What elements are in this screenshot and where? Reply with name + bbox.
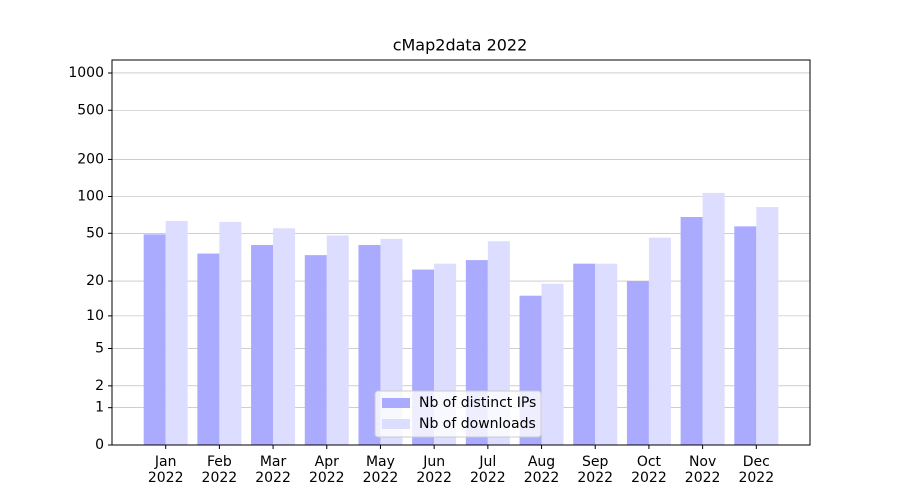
bar xyxy=(143,234,166,445)
x-tick-label: Oct 2022 xyxy=(631,454,667,486)
y-tick-label: 50 xyxy=(86,225,104,241)
x-tick-label: Feb 2022 xyxy=(201,454,238,486)
legend-box xyxy=(374,390,542,438)
y-tick-label: 2 xyxy=(95,378,104,394)
plot-frame xyxy=(111,59,811,446)
bar xyxy=(251,245,274,445)
bar xyxy=(595,263,618,445)
bar xyxy=(304,255,327,445)
y-tick-label: 10 xyxy=(86,308,104,324)
legend: Nb of distinct IPs Nb of downloads xyxy=(374,390,542,438)
legend-label: Nb of downloads xyxy=(419,416,536,432)
x-tick-label: Nov 2022 xyxy=(684,454,721,486)
bar xyxy=(648,237,671,445)
chart-title: cMap2data 2022 xyxy=(393,36,528,55)
y-tick-label: 5 xyxy=(95,341,104,357)
x-tick-label: Jan 2022 xyxy=(147,454,184,486)
bar xyxy=(326,235,349,445)
bar xyxy=(680,217,703,445)
y-tick-label: 1 xyxy=(95,400,104,416)
bar xyxy=(219,221,242,445)
y-tick-label: 100 xyxy=(77,188,104,204)
x-tick-label: Apr 2022 xyxy=(308,454,345,486)
bar xyxy=(541,283,564,445)
legend-swatch xyxy=(382,419,410,429)
bar xyxy=(626,281,649,445)
bar xyxy=(756,207,779,445)
x-tick-label: Aug 2022 xyxy=(523,454,560,486)
bar xyxy=(197,253,220,445)
x-tick-label: Sep 2022 xyxy=(577,454,614,486)
y-tick-label: 0 xyxy=(95,437,104,453)
bar xyxy=(573,263,596,445)
legend-label: Nb of distinct IPs xyxy=(419,395,536,411)
y-tick-label: 20 xyxy=(86,273,104,289)
bar xyxy=(273,228,296,445)
x-tick-label: Jul 2022 xyxy=(470,454,506,486)
legend-swatch xyxy=(382,398,410,408)
bar xyxy=(734,226,757,445)
x-tick-label: Mar 2022 xyxy=(255,454,291,486)
bar xyxy=(165,221,188,445)
y-tick-label: 1000 xyxy=(68,65,104,81)
bar xyxy=(702,192,725,445)
x-tick-label: Dec 2022 xyxy=(738,454,775,486)
y-tick-label: 500 xyxy=(77,102,104,118)
x-tick-label: May 2022 xyxy=(362,454,399,486)
y-tick-label: 200 xyxy=(77,151,104,167)
x-tick-label: Jun 2022 xyxy=(416,454,452,486)
